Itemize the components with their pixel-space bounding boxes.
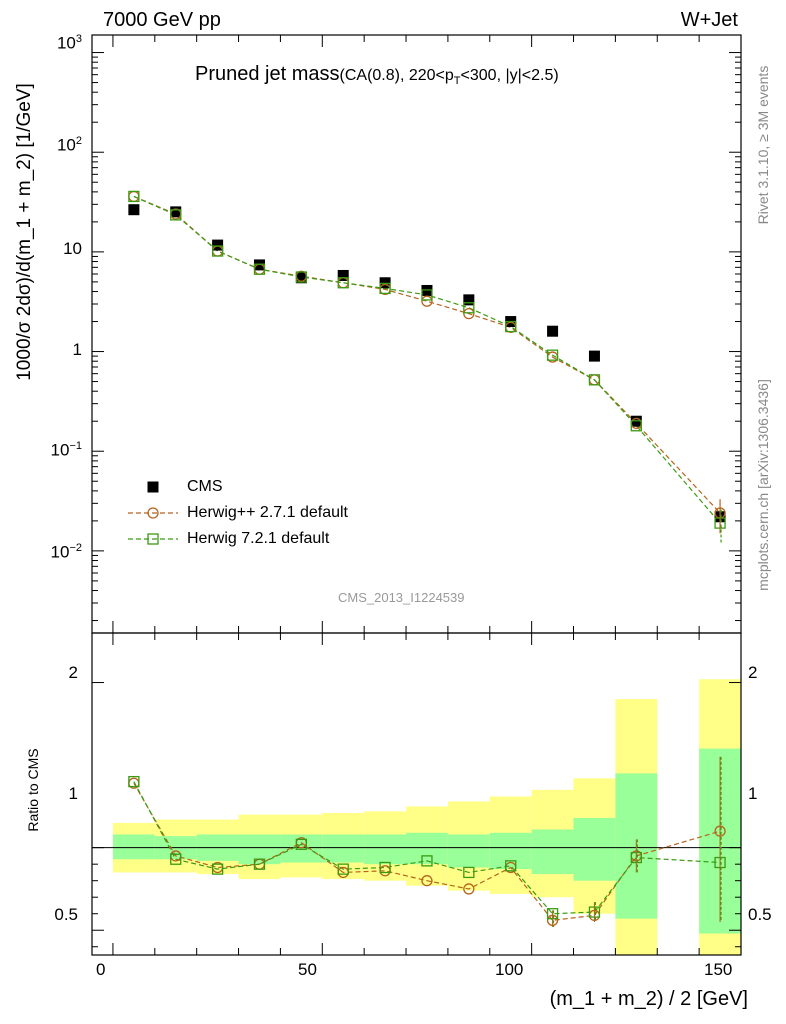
ratio-herwigpp-point-8 bbox=[463, 883, 475, 895]
ratio-y-tick-1-right: 1 bbox=[748, 784, 758, 803]
ratio-herwig7-point-4 bbox=[295, 838, 308, 851]
herwig7-point-12 bbox=[630, 420, 642, 432]
plot-title-detail-sub: T bbox=[453, 75, 461, 88]
main-y-tick-0.1: 10−1 bbox=[50, 440, 82, 460]
legend-label-herwig7: Herwig 7.2.1 default bbox=[187, 530, 330, 547]
ratio-herwig7-point-8 bbox=[463, 866, 475, 879]
ratio-y-axis-label: Ratio to CMS bbox=[25, 748, 41, 832]
herwig7-point-1 bbox=[170, 209, 182, 221]
mcplots-label: mcplots.cern.ch [arXiv:1306.3436] bbox=[755, 379, 771, 591]
x-tick-150: 150 bbox=[704, 960, 733, 979]
cms-point-6 bbox=[379, 277, 391, 289]
herwig7-point-10 bbox=[546, 349, 559, 361]
ratio-herwig7-point-7 bbox=[421, 855, 433, 867]
band-inner-6 bbox=[364, 834, 407, 865]
cms-point-3 bbox=[253, 259, 265, 271]
plot-title-main: Pruned jet mass bbox=[195, 63, 340, 85]
herwig7-point-6 bbox=[379, 282, 391, 295]
band-inner-10 bbox=[531, 829, 574, 875]
legend-label-cms: CMS bbox=[187, 478, 223, 495]
ratio-line-herwig7 bbox=[133, 781, 721, 915]
main-y-tick-1000: 103 bbox=[56, 33, 82, 53]
cms-point-11 bbox=[588, 350, 600, 362]
herwig7-point-3 bbox=[253, 263, 266, 275]
legend-marker-cms bbox=[147, 481, 159, 493]
main-y-tick-0.01: 10−2 bbox=[50, 542, 82, 562]
ratio-series-layer bbox=[128, 756, 726, 927]
main-y-tick-10: 10 bbox=[63, 239, 82, 258]
herwig7-point-8 bbox=[463, 302, 475, 314]
ratio-herwig7-point-2 bbox=[211, 863, 224, 875]
cms-point-8 bbox=[463, 294, 475, 306]
main-y-axis-label: 1000/σ 2dσ)/d(m_1 + m_2) [1/GeV] bbox=[14, 83, 35, 381]
ratio-frame bbox=[91, 632, 742, 956]
rivet-label: Rivet 3.1.10, ≥ 3M events bbox=[755, 65, 771, 225]
ratio-y-tick-0.5-left: 0.5 bbox=[54, 905, 78, 924]
x-tick-100: 100 bbox=[495, 960, 524, 979]
herwig7-point-5 bbox=[337, 277, 349, 289]
header-right: W+Jet bbox=[680, 9, 738, 31]
ratio-herwig7-point-5 bbox=[337, 863, 349, 875]
plot-title-detail-post: <300, |y|<2.5) bbox=[460, 67, 559, 84]
main-line-herwig7 bbox=[133, 195, 721, 524]
band-inner-8 bbox=[447, 834, 490, 868]
ratio-herwigpp-point-7 bbox=[421, 875, 433, 887]
x-tick-50: 50 bbox=[298, 960, 317, 979]
ratio-herwig7-point-0 bbox=[128, 775, 140, 788]
plot-title: Pruned jet mass(CA(0.8), 220<pT<300, |y|… bbox=[195, 63, 559, 87]
herwig7-point-9 bbox=[505, 320, 517, 333]
herwig7-point-7 bbox=[421, 289, 433, 301]
herwigpp-point-7 bbox=[421, 295, 433, 307]
legend-label-herwigpp: Herwig++ 2.7.1 default bbox=[187, 504, 348, 521]
band-inner-0 bbox=[112, 834, 155, 860]
ratio-y-tick-0.5-right: 0.5 bbox=[748, 905, 772, 924]
legend-markers bbox=[128, 481, 178, 545]
cms-point-10 bbox=[547, 325, 559, 337]
band-inner-5 bbox=[322, 834, 365, 863]
ratio-herwig7-point-1 bbox=[170, 853, 182, 865]
ratio-herwig7-point-3 bbox=[253, 858, 266, 870]
herwig7-point-0 bbox=[128, 190, 140, 203]
ratio-y-tick-1-left: 1 bbox=[68, 784, 78, 803]
herwig7-point-4 bbox=[295, 271, 308, 283]
legend-marker-herwigpp bbox=[147, 507, 159, 519]
main-y-tick-1: 1 bbox=[72, 340, 82, 359]
ratio-herwig7-point-6 bbox=[379, 861, 391, 874]
cms-point-5 bbox=[337, 269, 349, 281]
ratio-herwig7-point-9 bbox=[505, 860, 517, 872]
plot-title-detail: (CA(0.8), 220<pT<300, |y|<2.5) bbox=[339, 67, 559, 88]
cms-point-0 bbox=[128, 204, 140, 216]
main-series-layer bbox=[128, 190, 726, 543]
plot-title-detail-pre: (CA(0.8), 220<p bbox=[339, 67, 454, 84]
cms-point-4 bbox=[295, 272, 307, 284]
cms-point-2 bbox=[212, 239, 224, 251]
band-inner-7 bbox=[406, 832, 448, 865]
herwig7-point-11 bbox=[588, 374, 601, 386]
x-axis-label: (m_1 + m_2) / 2 [GeV] bbox=[549, 988, 748, 1010]
band-inner-11 bbox=[573, 817, 616, 881]
band-inner-9 bbox=[489, 832, 532, 870]
legend-marker-herwig7 bbox=[147, 533, 159, 545]
herwig7-point-2 bbox=[211, 245, 224, 257]
ratio-y-tick-2-left: 2 bbox=[68, 663, 78, 682]
cms-point-1 bbox=[170, 206, 182, 218]
ratio-line-herwigpp bbox=[133, 782, 721, 921]
ratio-uncertainty-bands bbox=[92, 679, 741, 955]
analysis-id: CMS_2013_I1224539 bbox=[338, 590, 465, 605]
ratio-y-tick-2-right: 2 bbox=[748, 663, 758, 682]
herwigpp-point-8 bbox=[463, 308, 475, 320]
header-left: 7000 GeV pp bbox=[103, 9, 221, 31]
main-y-tick-100: 102 bbox=[56, 135, 82, 155]
x-tick-0: 0 bbox=[96, 960, 106, 979]
panel-frames bbox=[91, 34, 742, 956]
band-inner-4 bbox=[280, 834, 323, 863]
